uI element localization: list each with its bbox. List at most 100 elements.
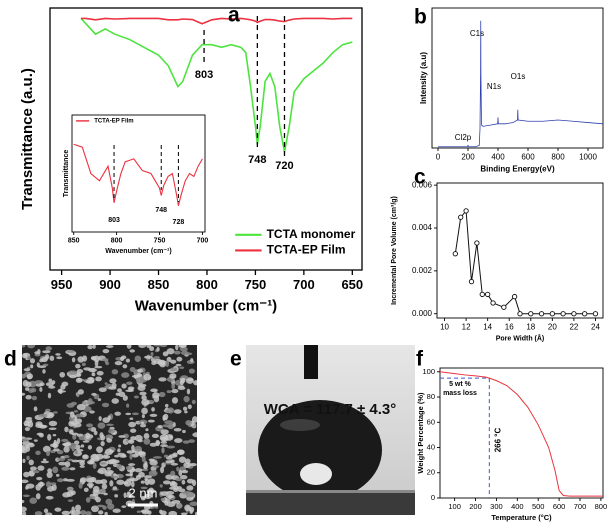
texture-blob	[34, 511, 43, 515]
texture-blob	[29, 497, 38, 504]
y-tick-label: 0.000	[412, 309, 433, 318]
y-axis-label: Incremental Pore Volume (cm³/g)	[391, 196, 398, 305]
texture-blob	[93, 430, 98, 436]
texture-blob	[107, 415, 111, 421]
texture-blob	[27, 376, 32, 380]
texture-blob	[72, 434, 77, 440]
texture-blob	[85, 379, 95, 384]
texture-blob	[25, 416, 33, 420]
texture-blob	[170, 359, 177, 364]
texture-blob	[45, 346, 52, 351]
data-point	[517, 311, 523, 317]
texture-blob	[53, 439, 57, 444]
texture-blob	[90, 356, 97, 361]
texture-blob	[126, 494, 135, 498]
texture-blob	[134, 395, 139, 399]
texture-blob	[179, 345, 187, 348]
texture-blob	[57, 390, 67, 393]
texture-blob	[91, 372, 96, 377]
data-point	[452, 251, 458, 257]
x-axis-label: Pore Width (Å)	[496, 334, 545, 343]
texture-blob	[121, 372, 130, 378]
x-tick-label: 850	[68, 237, 80, 244]
texture-blob	[149, 442, 158, 447]
texture-blob	[181, 479, 186, 485]
texture-blob	[28, 442, 34, 446]
texture-blob	[178, 469, 183, 477]
x-tick-label: 800	[595, 502, 608, 511]
texture-blob	[57, 478, 64, 483]
x-axis-label: Temperature (°C)	[491, 513, 552, 522]
scale-bar-label: 2 nm	[129, 485, 158, 500]
x-tick-label: 22	[569, 323, 578, 332]
texture-blob	[106, 467, 111, 470]
wca-label: WCA = 117.7 ± 4.3°	[264, 401, 397, 418]
x-tick-label: 700	[197, 237, 209, 244]
texture-blob	[76, 448, 84, 452]
texture-blob	[105, 345, 114, 348]
texture-blob	[136, 510, 142, 513]
texture-blob	[183, 395, 190, 403]
x-tick-label: 200	[469, 502, 482, 511]
texture-blob	[187, 378, 194, 382]
texture-blob	[42, 445, 51, 453]
texture-blob	[127, 463, 136, 466]
texture-blob	[38, 433, 44, 438]
texture-blob	[67, 458, 74, 462]
texture-blob	[112, 508, 121, 513]
texture-blob	[89, 495, 96, 500]
texture-blob	[52, 411, 58, 414]
texture-blob	[109, 435, 114, 440]
texture-blob	[150, 388, 158, 393]
texture-blob	[182, 429, 186, 434]
texture-blob	[102, 349, 110, 354]
texture-blob	[89, 410, 95, 414]
texture-blob	[186, 388, 191, 395]
texture-blob	[88, 368, 97, 373]
texture-blob	[141, 407, 148, 415]
texture-blob	[99, 432, 104, 439]
x-tick-label: 300	[490, 502, 503, 511]
texture-blob	[167, 424, 174, 429]
y-tick-label: 0.002	[412, 266, 433, 275]
droplet-reflection	[280, 419, 320, 431]
texture-blob	[160, 440, 168, 444]
texture-blob	[177, 386, 186, 390]
texture-blob	[66, 487, 74, 491]
series-line	[80, 17, 353, 153]
texture-blob	[176, 503, 183, 509]
texture-blob	[96, 446, 103, 453]
x-tick-label: 20	[548, 323, 557, 332]
texture-blob	[137, 368, 143, 373]
texture-blob	[59, 371, 66, 378]
texture-blob	[66, 490, 74, 497]
texture-blob	[110, 475, 119, 479]
x-tick-label: 650	[341, 277, 363, 292]
texture-blob	[25, 483, 35, 489]
texture-blob	[125, 465, 133, 471]
data-point	[538, 311, 545, 317]
x-tick-label: 900	[99, 277, 121, 292]
texture-blob	[160, 491, 169, 496]
texture-blob	[166, 390, 172, 394]
texture-blob	[134, 468, 143, 473]
peak-label: 748	[155, 207, 167, 214]
texture-blob	[86, 482, 94, 487]
texture-blob	[188, 368, 195, 374]
texture-blob	[73, 410, 79, 413]
texture-blob	[106, 423, 114, 427]
texture-blob	[165, 460, 173, 464]
data-point	[571, 311, 577, 317]
texture-blob	[66, 478, 75, 482]
texture-blob	[79, 465, 85, 468]
texture-blob	[140, 496, 146, 501]
texture-blob	[69, 467, 76, 471]
peak-label: N1s	[487, 82, 501, 91]
texture-blob	[35, 421, 43, 427]
texture-blob	[22, 458, 26, 463]
texture-blob	[180, 350, 189, 356]
texture-blob	[140, 509, 149, 513]
texture-blob	[182, 406, 188, 411]
texture-blob	[156, 346, 160, 352]
texture-blob	[132, 412, 139, 416]
